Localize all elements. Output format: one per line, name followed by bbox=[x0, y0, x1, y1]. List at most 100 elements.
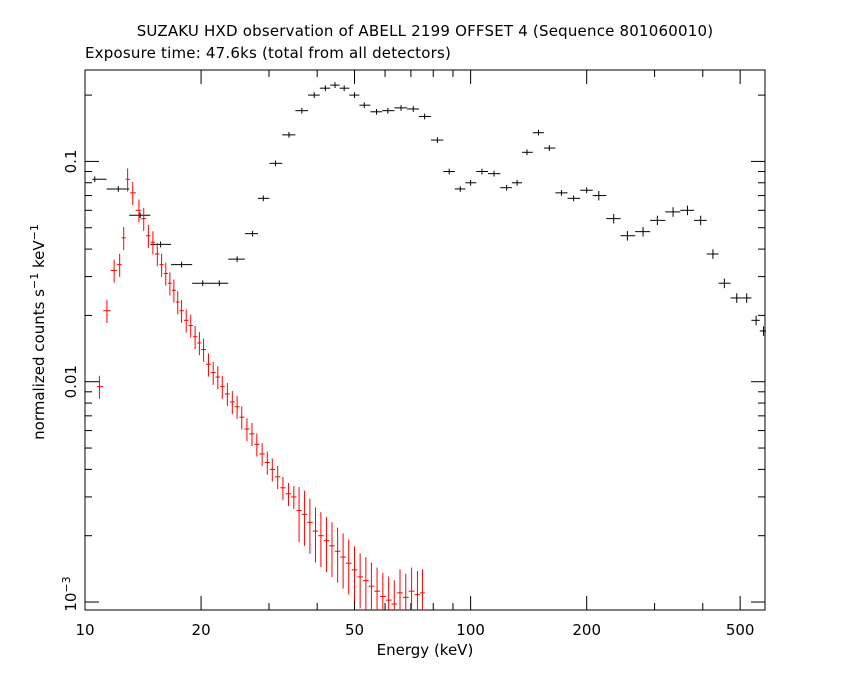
data-point bbox=[665, 207, 681, 217]
data-point bbox=[282, 132, 296, 138]
data-point bbox=[296, 486, 302, 543]
data-point bbox=[382, 107, 395, 114]
data-point bbox=[318, 512, 324, 568]
data-point bbox=[179, 299, 184, 323]
data-point bbox=[183, 309, 189, 333]
data-point bbox=[500, 184, 512, 191]
data-point bbox=[175, 291, 180, 315]
data-point bbox=[407, 106, 419, 112]
data-point bbox=[211, 280, 229, 287]
data-point bbox=[635, 226, 651, 237]
data-point bbox=[106, 186, 130, 192]
data-point bbox=[522, 149, 533, 156]
data-point bbox=[620, 231, 636, 241]
data-point bbox=[408, 567, 415, 610]
data-point bbox=[150, 241, 172, 248]
data-point bbox=[116, 253, 122, 277]
data-point bbox=[146, 224, 151, 248]
data-point bbox=[391, 580, 398, 610]
data-point bbox=[239, 406, 245, 430]
data-point bbox=[741, 293, 752, 303]
data-point bbox=[454, 186, 466, 192]
x-tick-label: 200 bbox=[572, 621, 601, 639]
data-point bbox=[96, 375, 104, 399]
data-point bbox=[465, 179, 477, 186]
data-point bbox=[555, 190, 568, 196]
data-point bbox=[323, 516, 330, 573]
data-point bbox=[370, 108, 383, 115]
data-point bbox=[295, 107, 309, 114]
data-point bbox=[543, 145, 556, 151]
data-point bbox=[259, 443, 265, 467]
data-point bbox=[167, 272, 172, 296]
data-point bbox=[163, 262, 168, 286]
data-point bbox=[155, 243, 160, 267]
data-point bbox=[330, 82, 340, 89]
data-point bbox=[340, 533, 346, 589]
data-point bbox=[580, 187, 593, 194]
data-point bbox=[402, 573, 409, 610]
data-point bbox=[110, 259, 117, 283]
data-point bbox=[307, 498, 313, 554]
data-point bbox=[249, 422, 255, 447]
data-point bbox=[532, 129, 544, 136]
chart-title: SUZAKU HXD observation of ABELL 2199 OFF… bbox=[136, 22, 714, 40]
data-point bbox=[650, 215, 666, 226]
data-point bbox=[206, 353, 211, 377]
data-point bbox=[254, 433, 260, 457]
x-axis-label: Energy (keV) bbox=[377, 641, 474, 659]
data-point bbox=[274, 466, 281, 490]
data-point bbox=[339, 85, 350, 92]
x-tick-label: 10 bbox=[75, 621, 94, 639]
x-tick-label: 500 bbox=[726, 621, 755, 639]
x-tick-label: 100 bbox=[456, 621, 485, 639]
data-point bbox=[224, 383, 230, 407]
data-point bbox=[759, 326, 767, 336]
data-point bbox=[188, 314, 193, 338]
data-point bbox=[264, 451, 270, 475]
data-point bbox=[385, 576, 392, 610]
data-point bbox=[130, 182, 136, 206]
data-point bbox=[291, 486, 297, 510]
data-point bbox=[121, 226, 126, 251]
plot-frame bbox=[84, 69, 766, 611]
data-point bbox=[244, 418, 250, 442]
data-point bbox=[269, 160, 283, 167]
data-point bbox=[476, 168, 488, 175]
data-point bbox=[706, 249, 719, 259]
x-tick-label: 50 bbox=[345, 621, 364, 639]
data-point bbox=[379, 572, 386, 610]
y-tick-label: 0.01 bbox=[62, 365, 80, 398]
data-point bbox=[418, 113, 432, 120]
chart-subtitle: Exposure time: 47.6ks (total from all de… bbox=[85, 44, 452, 62]
data-point bbox=[351, 546, 358, 602]
data-point bbox=[312, 507, 319, 563]
data-point bbox=[362, 557, 369, 610]
data-point bbox=[125, 168, 131, 192]
data-point bbox=[397, 569, 403, 610]
data-point bbox=[414, 571, 420, 610]
data-point bbox=[229, 391, 235, 415]
data-point bbox=[244, 230, 258, 237]
data-point bbox=[345, 539, 352, 595]
data-point bbox=[220, 375, 225, 399]
data-point bbox=[129, 212, 151, 219]
data-point bbox=[269, 458, 275, 482]
data-point bbox=[197, 332, 202, 356]
data-point bbox=[680, 205, 695, 216]
data-point bbox=[374, 567, 380, 610]
data-point bbox=[730, 293, 742, 303]
y-axis-label: normalized counts s−1 keV−1 bbox=[28, 224, 48, 440]
data-point bbox=[349, 92, 360, 99]
data-point bbox=[301, 490, 308, 546]
data-point bbox=[285, 482, 292, 507]
data-point bbox=[215, 366, 221, 390]
data-point bbox=[487, 170, 501, 177]
data-point bbox=[228, 256, 245, 263]
data-point bbox=[368, 562, 375, 610]
data-point bbox=[419, 569, 425, 610]
data-point bbox=[567, 195, 581, 202]
data-point bbox=[394, 105, 408, 111]
data-point bbox=[141, 207, 147, 231]
